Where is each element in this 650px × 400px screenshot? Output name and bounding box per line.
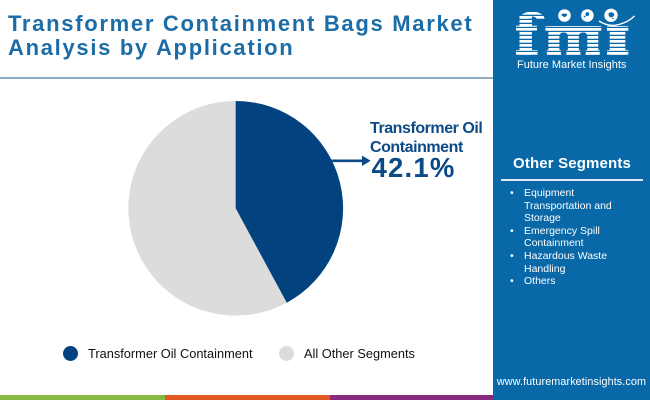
svg-text:Future Market Insights: Future Market Insights (517, 59, 627, 71)
